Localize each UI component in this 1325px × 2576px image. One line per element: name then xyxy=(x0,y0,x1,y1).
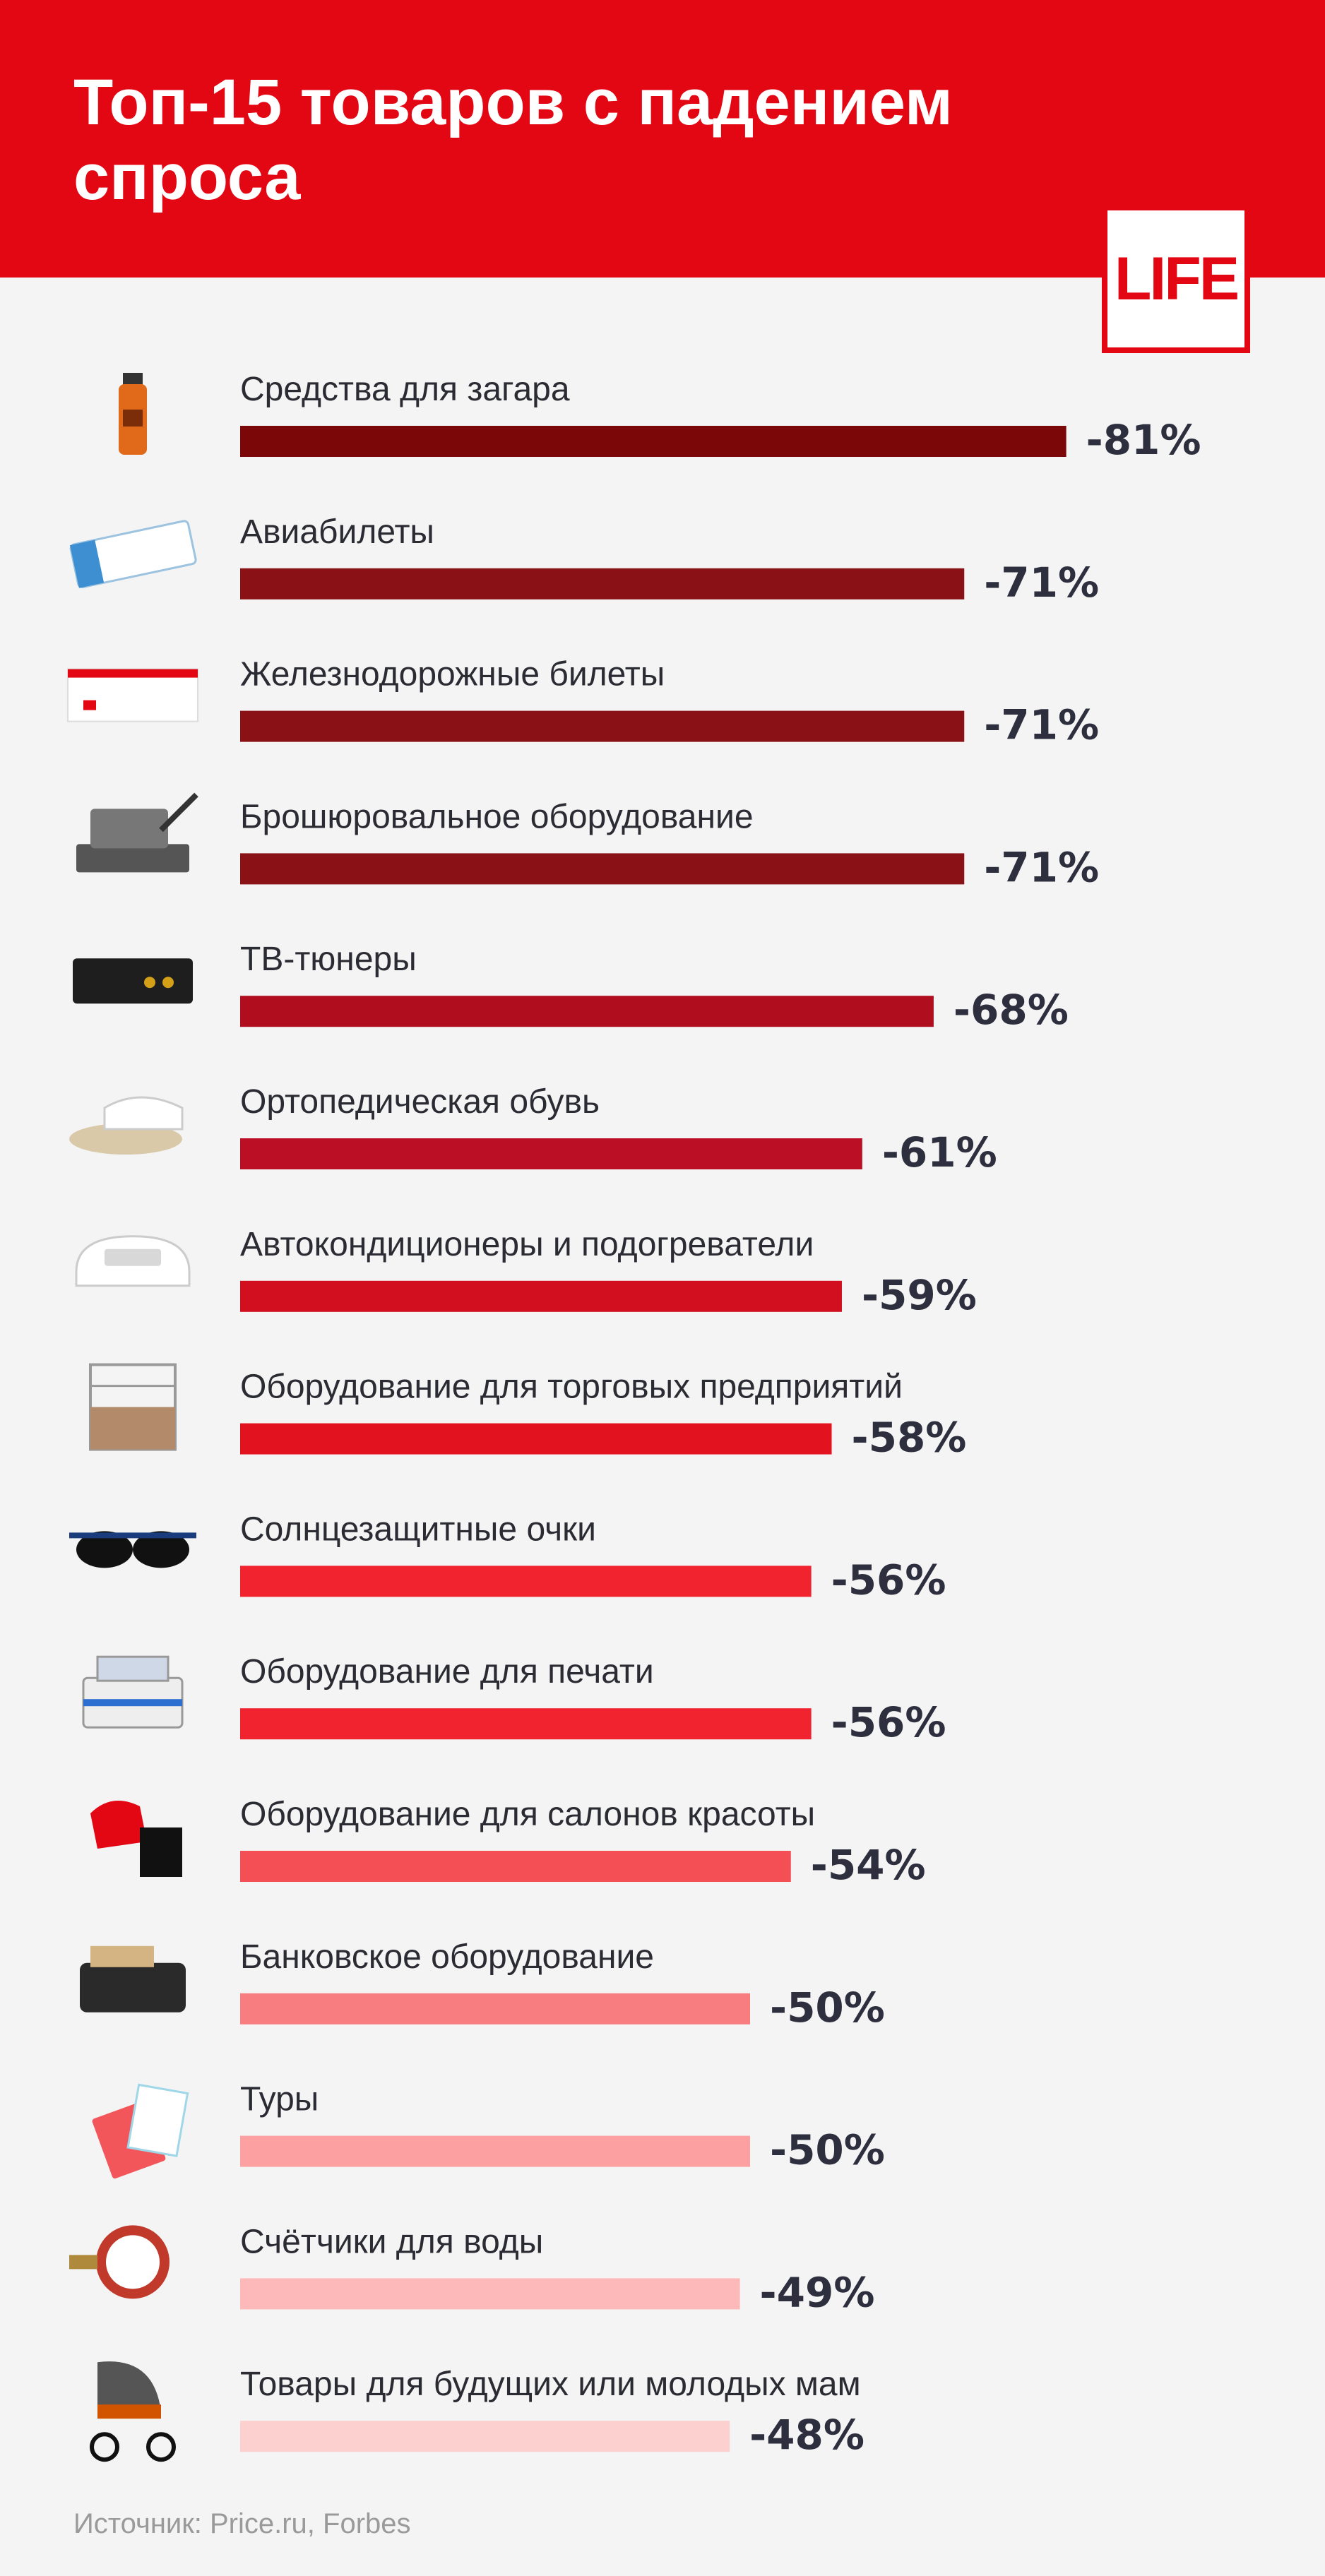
value-label: -48% xyxy=(749,2411,864,2459)
chart-row: Счётчики для воды -49% xyxy=(69,2223,874,2316)
value-label: -50% xyxy=(770,1984,885,2032)
value-label: -54% xyxy=(811,1841,926,1889)
category-label: Авиабилеты xyxy=(240,513,434,551)
value-label: -58% xyxy=(852,1414,967,1462)
life-logo: LIFE xyxy=(1102,205,1250,353)
orthopedic-shoe-icon xyxy=(69,1096,184,1155)
value-label: -61% xyxy=(882,1128,997,1176)
category-label: Туры xyxy=(240,2081,319,2118)
salon-chair-icon xyxy=(90,1801,182,1877)
chart-row: Оборудование для торговых предприятий -58… xyxy=(89,1363,967,1462)
plane-ticket-icon xyxy=(69,520,197,589)
value-label: -49% xyxy=(760,2268,875,2316)
bar xyxy=(240,1423,832,1455)
category-label: ТВ-тюнеры xyxy=(240,941,417,978)
category-label: Солнцезащитные очки xyxy=(240,1510,596,1548)
bar xyxy=(240,426,1066,457)
category-label: Банковское оборудование xyxy=(240,1938,654,1976)
chart-row: Авиабилеты -71% xyxy=(69,513,1099,607)
chart-row: Средства для загара -81% xyxy=(119,371,1201,464)
value-label: -71% xyxy=(984,559,1099,607)
source-note: Источник: Price.ru, Forbes xyxy=(73,2508,411,2539)
chart-row: Банковское оборудование -50% xyxy=(80,1938,885,2032)
category-label: Оборудование для печати xyxy=(240,1653,654,1690)
value-label: -56% xyxy=(831,1556,946,1604)
category-label: Товары для будущих или молодых мам xyxy=(240,2366,861,2403)
bar xyxy=(240,1280,842,1312)
bar xyxy=(240,568,965,600)
value-label: -81% xyxy=(1086,416,1201,464)
value-label: -71% xyxy=(984,843,1099,891)
chart-row: Туры -50% xyxy=(92,2081,885,2179)
printing-machine-icon xyxy=(82,1655,184,1729)
category-label: Оборудование для торговых предприятий xyxy=(240,1368,903,1406)
category-label: Железнодорожные билеты xyxy=(240,656,665,693)
chart-title: Топ-15 товаров с падением спроса xyxy=(73,66,953,213)
bar xyxy=(240,1708,812,1740)
category-label: Автокондиционеры и подогреватели xyxy=(240,1226,814,1263)
logo-text: LIFE xyxy=(1114,244,1240,313)
value-label: -68% xyxy=(953,986,1069,1034)
chart-row: Автокондиционеры и подогреватели -59% xyxy=(75,1226,977,1319)
train-ticket-icon xyxy=(67,668,198,722)
category-label: Оборудование для салонов красоты xyxy=(240,1796,815,1833)
chart-row: Оборудование для печати -56% xyxy=(82,1653,946,1746)
display-counter-icon xyxy=(89,1363,177,1451)
car-air-conditioner-icon xyxy=(75,1235,191,1287)
bar xyxy=(240,2278,740,2310)
chart-row: Солнцезащитные очки -56% xyxy=(69,1510,946,1604)
category-label: Ортопедическая обувь xyxy=(240,1083,600,1121)
chart-row: ТВ-тюнеры -68% xyxy=(73,941,1069,1034)
chart-row: Ортопедическая обувь -61% xyxy=(69,1083,997,1176)
value-label: -71% xyxy=(984,701,1099,749)
sunglasses-icon xyxy=(69,1531,196,1568)
chart-row: Железнодорожные билеты -71% xyxy=(67,656,1099,749)
bar xyxy=(240,1993,750,2025)
category-label: Средства для загара xyxy=(240,371,570,408)
sunscreen-bottle-icon xyxy=(119,373,147,455)
category-label: Счётчики для воды xyxy=(240,2223,543,2260)
value-label: -56% xyxy=(831,1698,946,1746)
binding-machine-icon xyxy=(76,792,198,873)
bar xyxy=(240,1138,862,1169)
bar xyxy=(240,1566,812,1597)
header-banner: Топ-15 товаров с падением спроса xyxy=(0,0,1325,278)
value-label: -50% xyxy=(770,2126,885,2174)
bar xyxy=(240,2421,730,2452)
value-label: -59% xyxy=(862,1271,977,1319)
bar xyxy=(240,710,965,742)
money-counter-icon xyxy=(80,1945,186,2012)
category-label: Брошюровальное оборудование xyxy=(240,798,754,835)
travel-documents-icon xyxy=(92,2083,189,2179)
chart-row: Оборудование для салонов красоты -54% xyxy=(90,1796,926,1889)
tv-tuner-icon xyxy=(73,958,193,1004)
bar xyxy=(240,996,934,1027)
baby-stroller-icon xyxy=(90,2361,176,2462)
bar xyxy=(240,853,965,885)
bar xyxy=(240,1851,791,1882)
bar xyxy=(240,2135,750,2167)
water-meter-icon xyxy=(69,2225,170,2299)
chart-row: Брошюровальное оборудование -71% xyxy=(76,792,1099,891)
chart-row: Товары для будущих или молодых мам -48% xyxy=(90,2361,864,2462)
